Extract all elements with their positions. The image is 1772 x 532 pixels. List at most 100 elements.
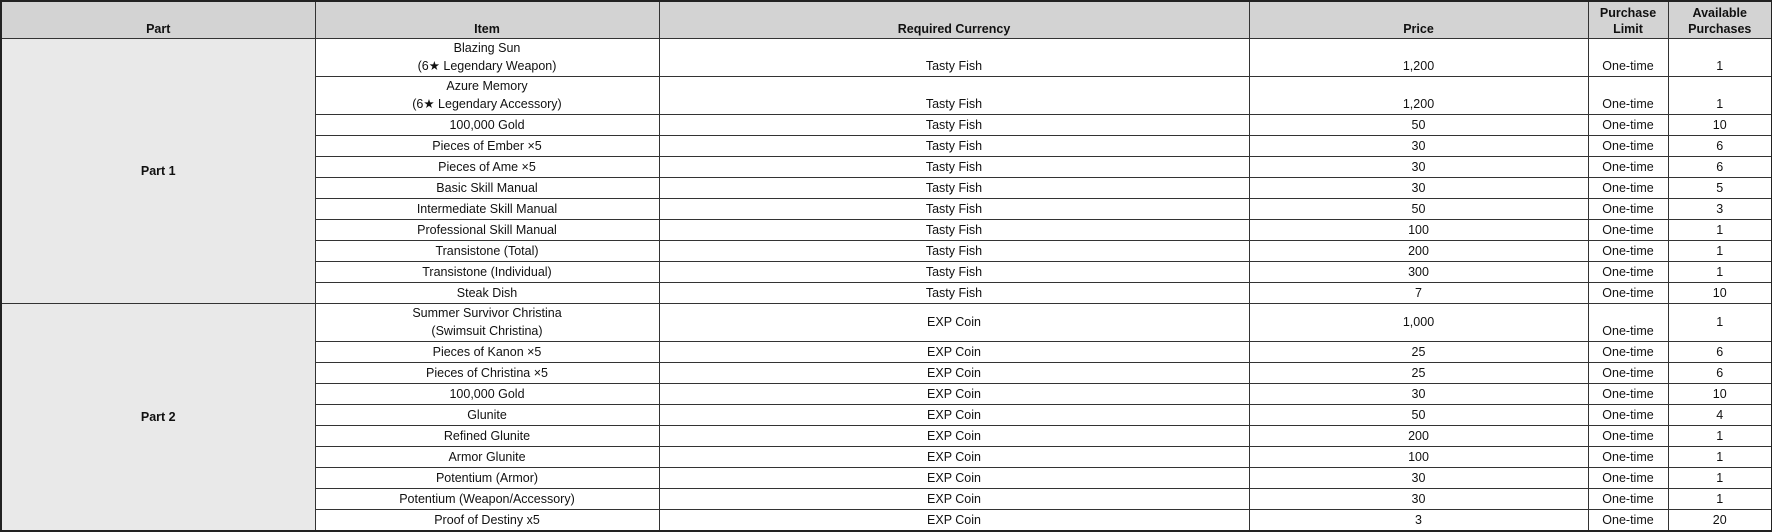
table-row: Intermediate Skill Manual Tasty Fish 50 One… bbox=[1, 198, 1772, 220]
table-row: Pieces of Kanon ×5 EXP Coin 25 One-time 6 bbox=[1, 341, 1772, 363]
item-name-line: Professional Skill Manual bbox=[417, 223, 557, 237]
item-name-line: Basic Skill Manual bbox=[436, 181, 538, 195]
item-name-line: Azure Memory bbox=[446, 79, 528, 93]
purchase-limit-cell: One-time bbox=[1587, 303, 1669, 342]
purchase-limit-cell: One-time bbox=[1587, 509, 1669, 532]
item-name-line: 100,000 Gold bbox=[449, 387, 525, 401]
currency-cell: Tasty Fish bbox=[658, 76, 1250, 115]
purchase-limit-cell: One-time bbox=[1587, 219, 1669, 241]
table-row: Pieces of Christina ×5 EXP Coin 25 One-time… bbox=[1, 362, 1772, 384]
item-cell: Intermediate Skill Manual bbox=[314, 198, 660, 220]
price-cell: 30 bbox=[1248, 135, 1589, 157]
price-cell: 3 bbox=[1248, 509, 1589, 532]
item-name-line: (6★ Legendary Weapon) bbox=[417, 59, 557, 73]
available-purchases-cell: 1 bbox=[1667, 261, 1772, 283]
header-row: Part Item Required Currency Price Purcha… bbox=[0, 0, 1772, 39]
item-cell: Potentium (Armor) bbox=[314, 467, 660, 489]
table-row: Refined Glunite EXP Coin 200 One-time 1 bbox=[1, 425, 1772, 447]
price-cell: 30 bbox=[1248, 488, 1589, 510]
item-cell: Potentium (Weapon/Accessory) bbox=[314, 488, 660, 510]
available-purchases-cell: 1 bbox=[1667, 303, 1772, 342]
item-name-line: Potentium (Weapon/Accessory) bbox=[399, 492, 575, 506]
item-name-line: Pieces of Kanon ×5 bbox=[432, 345, 542, 359]
currency-cell: Tasty Fish bbox=[658, 219, 1250, 241]
item-cell: Armor Glunite bbox=[314, 446, 660, 468]
purchase-limit-cell: One-time bbox=[1587, 38, 1669, 77]
item-cell: Azure Memory (6★ Legendary Accessory) bbox=[314, 76, 660, 115]
price-cell: 100 bbox=[1248, 219, 1589, 241]
purchase-limit-cell: One-time bbox=[1587, 198, 1669, 220]
item-name-line: Intermediate Skill Manual bbox=[416, 202, 558, 216]
header-available-purchases: Available Purchases bbox=[1667, 0, 1772, 39]
currency-cell: EXP Coin bbox=[658, 341, 1250, 363]
price-cell: 30 bbox=[1248, 156, 1589, 178]
price-cell: 7 bbox=[1248, 282, 1589, 304]
item-name-line: Transistone (Total) bbox=[435, 244, 539, 258]
item-cell: Pieces of Christina ×5 bbox=[314, 362, 660, 384]
currency-cell: EXP Coin bbox=[658, 383, 1250, 405]
price-cell: 300 bbox=[1248, 261, 1589, 283]
available-purchases-cell: 1 bbox=[1667, 467, 1772, 489]
price-cell: 50 bbox=[1248, 404, 1589, 426]
purchase-limit-cell: One-time bbox=[1587, 261, 1669, 283]
price-cell: 200 bbox=[1248, 240, 1589, 262]
header-part: Part bbox=[0, 0, 316, 39]
currency-cell: EXP Coin bbox=[658, 404, 1250, 426]
item-cell: Pieces of Ember ×5 bbox=[314, 135, 660, 157]
table-row: Azure Memory (6★ Legendary Accessory) Tast… bbox=[1, 76, 1772, 115]
purchase-limit-cell: One-time bbox=[1587, 467, 1669, 489]
currency-cell: EXP Coin bbox=[658, 467, 1250, 489]
item-name-line: Transistone (Individual) bbox=[422, 265, 552, 279]
available-purchases-cell: 1 bbox=[1667, 76, 1772, 115]
item-name-line: Pieces of Ame ×5 bbox=[438, 160, 536, 174]
item-name-line: Potentium (Armor) bbox=[435, 471, 539, 485]
header-currency: Required Currency bbox=[658, 0, 1250, 39]
item-cell: Proof of Destiny x5 bbox=[314, 509, 660, 532]
header-item: Item bbox=[314, 0, 660, 39]
item-name-line: Armor Glunite bbox=[448, 450, 526, 464]
currency-cell: EXP Coin bbox=[658, 303, 1250, 342]
currency-cell: Tasty Fish bbox=[658, 282, 1250, 304]
header-purchase-limit: Purchase Limit bbox=[1587, 0, 1669, 39]
currency-cell: Tasty Fish bbox=[658, 261, 1250, 283]
price-cell: 1,200 bbox=[1248, 38, 1589, 77]
purchase-limit-cell: One-time bbox=[1587, 177, 1669, 199]
currency-cell: Tasty Fish bbox=[658, 38, 1250, 77]
price-cell: 100 bbox=[1248, 446, 1589, 468]
currency-cell: Tasty Fish bbox=[658, 198, 1250, 220]
item-cell: Professional Skill Manual bbox=[314, 219, 660, 241]
available-purchases-cell: 10 bbox=[1667, 383, 1772, 405]
purchase-limit-cell: One-time bbox=[1587, 135, 1669, 157]
price-cell: 30 bbox=[1248, 177, 1589, 199]
table-row: Part 2 Summer Survivor Christina (Swimsuit… bbox=[0, 303, 1772, 532]
price-cell: 200 bbox=[1248, 425, 1589, 447]
purchase-limit-cell: One-time bbox=[1587, 488, 1669, 510]
price-cell: 50 bbox=[1248, 114, 1589, 136]
available-purchases-cell: 6 bbox=[1667, 362, 1772, 384]
available-purchases-cell: 1 bbox=[1667, 38, 1772, 77]
available-purchases-cell: 4 bbox=[1667, 404, 1772, 426]
item-name-line: Summer Survivor Christina bbox=[412, 306, 562, 320]
purchase-limit-cell: One-time bbox=[1587, 76, 1669, 115]
available-purchases-cell: 1 bbox=[1667, 425, 1772, 447]
item-cell: 100,000 Gold bbox=[314, 383, 660, 405]
purchase-limit-cell: One-time bbox=[1587, 240, 1669, 262]
available-purchases-cell: 1 bbox=[1667, 219, 1772, 241]
currency-cell: Tasty Fish bbox=[658, 156, 1250, 178]
available-purchases-cell: 6 bbox=[1667, 135, 1772, 157]
item-cell: Steak Dish bbox=[314, 282, 660, 304]
item-name-line: Refined Glunite bbox=[443, 429, 531, 443]
currency-cell: EXP Coin bbox=[658, 425, 1250, 447]
item-cell: Pieces of Kanon ×5 bbox=[314, 341, 660, 363]
table-row: Pieces of Ember ×5 Tasty Fish 30 One-time 6 bbox=[1, 135, 1772, 157]
purchase-limit-cell: One-time bbox=[1587, 114, 1669, 136]
item-name-line: Proof of Destiny x5 bbox=[434, 513, 540, 527]
currency-cell: EXP Coin bbox=[658, 509, 1250, 532]
purchase-limit-cell: One-time bbox=[1587, 446, 1669, 468]
purchase-limit-cell: One-time bbox=[1587, 404, 1669, 426]
available-purchases-cell: 1 bbox=[1667, 240, 1772, 262]
available-purchases-cell: 6 bbox=[1667, 156, 1772, 178]
item-name-line: Steak Dish bbox=[456, 286, 518, 300]
item-name-line: Pieces of Ember ×5 bbox=[432, 139, 542, 153]
price-cell: 1,000 bbox=[1248, 303, 1589, 342]
